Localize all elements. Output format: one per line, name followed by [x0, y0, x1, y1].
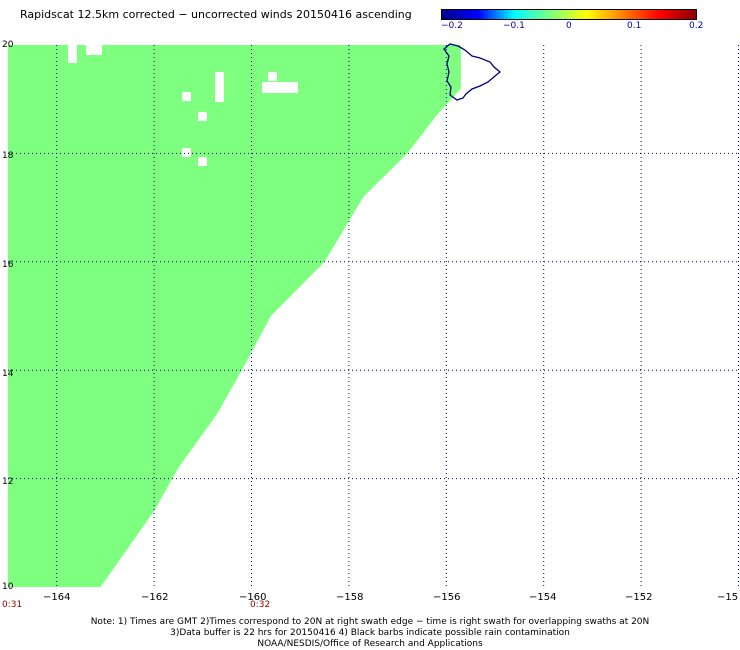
colorbar-tick: 0.1	[627, 21, 642, 31]
note-line-2: 3)Data buffer is 22 hrs for 20150416 4) …	[170, 628, 570, 638]
lat-lon-grid	[8, 45, 739, 587]
data-gap	[262, 82, 298, 93]
lon-label-160: −160	[239, 592, 267, 603]
lat-label-20: 20	[2, 40, 14, 50]
data-gap	[198, 112, 207, 121]
data-gap	[215, 72, 224, 102]
data-gap	[198, 157, 207, 166]
data-gap	[182, 148, 191, 157]
swath-time-label: 0:32	[250, 600, 271, 610]
lon-label-162: −162	[141, 592, 169, 603]
credit-line: NOAA/NESDIS/Office of Research and Appli…	[257, 639, 483, 649]
data-gap	[268, 72, 277, 81]
lat-label-10: 10	[2, 582, 14, 592]
data-gap	[68, 45, 77, 63]
colorbar	[441, 9, 697, 20]
lon-label-150: −15	[717, 592, 739, 603]
note-line-1: Note: 1) Times are GMT 2)Times correspon…	[90, 617, 650, 627]
hawaii-coastline	[443, 43, 502, 101]
lat-label-18: 18	[2, 151, 14, 161]
lon-label-154: −154	[529, 592, 557, 603]
data-gap	[86, 45, 102, 55]
lon-label-158: −158	[336, 592, 364, 603]
lon-label-164: −164	[43, 592, 71, 603]
lat-label-12: 12	[2, 477, 14, 487]
swath-data-gaps	[68, 45, 298, 166]
colorbar-tick-zero: 0	[566, 21, 572, 31]
lon-label-152: −152	[625, 592, 653, 603]
swath-time-label: 0:31	[2, 600, 23, 610]
lon-label-156: −156	[433, 592, 461, 603]
data-gap	[182, 92, 191, 101]
colorbar-tick: −0.1	[503, 21, 525, 31]
wind-swath	[8, 45, 461, 587]
lat-label-14: 14	[2, 369, 14, 379]
lat-label-16: 16	[2, 260, 14, 270]
swath-fill	[8, 45, 461, 587]
colorbar-tick-min: −0.2	[441, 21, 463, 31]
colorbar-tick-max: 0.2	[689, 21, 704, 31]
map-title: Rapidscat 12.5km corrected − uncorrected…	[20, 8, 412, 21]
